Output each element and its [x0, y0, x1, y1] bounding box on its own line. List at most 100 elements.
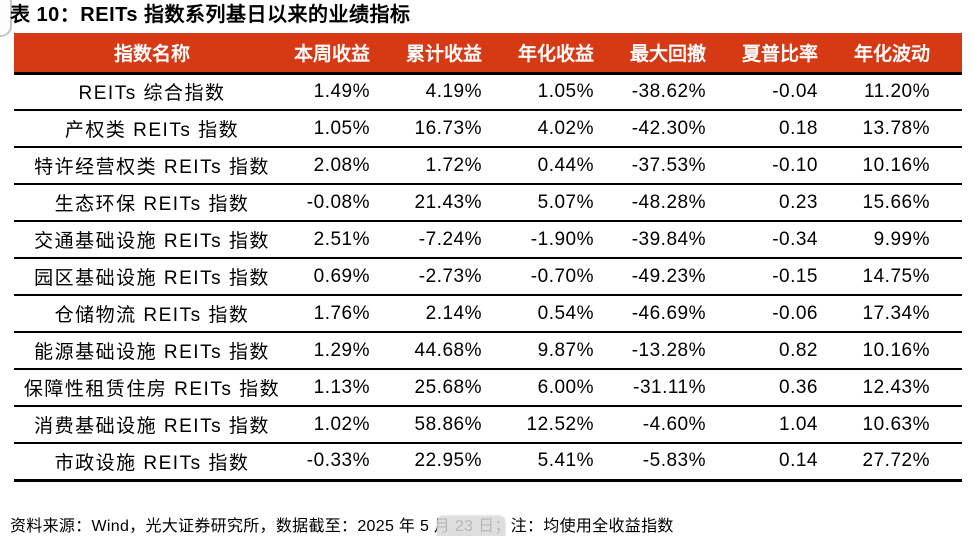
metric-value-cell: 1.05% — [290, 110, 402, 148]
metric-value-cell: 12.52% — [514, 406, 626, 444]
index-name-cell: 仓储物流 REITs 指数 — [14, 295, 290, 333]
metric-value-cell: 0.18 — [738, 110, 850, 148]
metric-value-cell: 58.86% — [402, 406, 514, 444]
column-header: 指数名称 — [14, 33, 290, 75]
table-row: 交通基础设施 REITs 指数 2.51% -7.24% -1.90% -39.84% -… — [14, 221, 962, 259]
metric-value-cell: 14.75% — [850, 258, 962, 296]
metric-value-cell: 9.87% — [514, 332, 626, 370]
metric-value-cell: -0.34 — [738, 221, 850, 259]
metric-value-cell: 5.41% — [514, 443, 626, 482]
index-name-cell: 特许经营权类 REITs 指数 — [14, 147, 290, 185]
metric-value-cell: 21.43% — [402, 184, 514, 222]
metric-value-cell: -0.15 — [738, 258, 850, 296]
metric-value-cell: -42.30% — [626, 110, 738, 148]
table-header-row: 指数名称 本周收益 累计收益 年化收益 最大回撤 夏普比率 年化波动 — [14, 33, 962, 75]
metric-value-cell: 13.78% — [850, 110, 962, 148]
metric-value-cell: 0.44% — [514, 147, 626, 185]
table-row: 消费基础设施 REITs 指数 1.02% 58.86% 12.52% -4.60% 1.… — [14, 406, 962, 444]
index-name-cell: REITs 综合指数 — [14, 73, 290, 111]
metric-value-cell: -0.06 — [738, 295, 850, 333]
metric-value-cell: -38.62% — [626, 73, 738, 111]
index-name-cell: 市政设施 REITs 指数 — [14, 443, 290, 482]
metric-value-cell: -0.70% — [514, 258, 626, 296]
metric-value-cell: -0.10 — [738, 147, 850, 185]
metric-value-cell: -7.24% — [402, 221, 514, 259]
metric-value-cell: 10.16% — [850, 147, 962, 185]
metric-value-cell: -48.28% — [626, 184, 738, 222]
metric-value-cell: 1.02% — [290, 406, 402, 444]
metric-value-cell: -4.60% — [626, 406, 738, 444]
table-row: 产权类 REITs 指数 1.05% 16.73% 4.02% -42.30% 0.18 1… — [14, 110, 962, 148]
metric-value-cell: 6.00% — [514, 369, 626, 407]
column-header: 夏普比率 — [738, 33, 850, 75]
table-row: 特许经营权类 REITs 指数 2.08% 1.72% 0.44% -37.53% -0.… — [14, 147, 962, 185]
metric-value-cell: 1.04 — [738, 406, 850, 444]
metric-value-cell: 0.82 — [738, 332, 850, 370]
column-header: 年化波动 — [850, 33, 962, 75]
table-row: 市政设施 REITs 指数 -0.33% 22.95% 5.41% -5.83% 0.14… — [14, 443, 962, 482]
metric-value-cell: 44.68% — [402, 332, 514, 370]
metric-value-cell: 0.23 — [738, 184, 850, 222]
column-header: 年化收益 — [514, 33, 626, 75]
metric-value-cell: 0.69% — [290, 258, 402, 296]
metric-value-cell: 2.14% — [402, 295, 514, 333]
source-note: 资料来源：Wind，光大证券研究所，数据截至：2025 年 5 月 23 日；注… — [10, 518, 674, 535]
metric-value-cell: 0.14 — [738, 443, 850, 482]
metric-value-cell: 16.73% — [402, 110, 514, 148]
metric-value-cell: 25.68% — [402, 369, 514, 407]
metric-value-cell: 10.16% — [850, 332, 962, 370]
index-name-cell: 保障性租赁住房 REITs 指数 — [14, 369, 290, 407]
table-row: REITs 综合指数 1.49% 4.19% 1.05% -38.62% -0.04 11.… — [14, 73, 962, 111]
metric-value-cell: 4.19% — [402, 73, 514, 111]
table-row: 生态环保 REITs 指数 -0.08% 21.43% 5.07% -48.28% 0.2… — [14, 184, 962, 222]
metric-value-cell: 2.08% — [290, 147, 402, 185]
metric-value-cell: 1.29% — [290, 332, 402, 370]
table-row: 保障性租赁住房 REITs 指数 1.13% 25.68% 6.00% -31.11% 0… — [14, 369, 962, 407]
metric-value-cell: 10.63% — [850, 406, 962, 444]
metric-value-cell: 15.66% — [850, 184, 962, 222]
metric-value-cell: -0.04 — [738, 73, 850, 111]
table-row: 园区基础设施 REITs 指数 0.69% -2.73% -0.70% -49.23% -… — [14, 258, 962, 296]
metric-value-cell: 1.13% — [290, 369, 402, 407]
column-header: 本周收益 — [290, 33, 402, 75]
metric-value-cell: 1.72% — [402, 147, 514, 185]
metric-value-cell: -0.33% — [290, 443, 402, 482]
reits-performance-table: 指数名称 本周收益 累计收益 年化收益 最大回撤 夏普比率 年化波动 REITs 综合指数 1… — [14, 33, 962, 482]
metric-value-cell: 22.95% — [402, 443, 514, 482]
metric-value-cell: -5.83% — [626, 443, 738, 482]
metric-value-cell: 1.49% — [290, 73, 402, 111]
index-name-cell: 园区基础设施 REITs 指数 — [14, 258, 290, 296]
metric-value-cell: 9.99% — [850, 221, 962, 259]
metric-value-cell: -37.53% — [626, 147, 738, 185]
index-name-cell: 产权类 REITs 指数 — [14, 110, 290, 148]
overlay-box-artifact — [437, 516, 505, 536]
metric-value-cell: -39.84% — [626, 221, 738, 259]
metric-value-cell: 4.02% — [514, 110, 626, 148]
metric-value-cell: 12.43% — [850, 369, 962, 407]
metric-value-cell: -49.23% — [626, 258, 738, 296]
index-name-cell: 生态环保 REITs 指数 — [14, 184, 290, 222]
metric-value-cell: 17.34% — [850, 295, 962, 333]
index-name-cell: 交通基础设施 REITs 指数 — [14, 221, 290, 259]
metric-value-cell: 5.07% — [514, 184, 626, 222]
metric-value-cell: -2.73% — [402, 258, 514, 296]
column-header: 累计收益 — [402, 33, 514, 75]
metric-value-cell: 2.51% — [290, 221, 402, 259]
metric-value-cell: -46.69% — [626, 295, 738, 333]
metric-value-cell: 11.20% — [850, 73, 962, 111]
table-row: 能源基础设施 REITs 指数 1.29% 44.68% 9.87% -13.28% 0.… — [14, 332, 962, 370]
metric-value-cell: -31.11% — [626, 369, 738, 407]
table-title: 表 10：REITs 指数系列基日以来的业绩指标 — [10, 4, 411, 26]
metric-value-cell: -0.08% — [290, 184, 402, 222]
table-row: 仓储物流 REITs 指数 1.76% 2.14% 0.54% -46.69% -0.06… — [14, 295, 962, 333]
index-name-cell: 能源基础设施 REITs 指数 — [14, 332, 290, 370]
metric-value-cell: 27.72% — [850, 443, 962, 482]
metric-value-cell: -1.90% — [514, 221, 626, 259]
index-name-cell: 消费基础设施 REITs 指数 — [14, 406, 290, 444]
column-header: 最大回撤 — [626, 33, 738, 75]
metric-value-cell: 0.36 — [738, 369, 850, 407]
metric-value-cell: 1.76% — [290, 295, 402, 333]
metric-value-cell: 1.05% — [514, 73, 626, 111]
metric-value-cell: -13.28% — [626, 332, 738, 370]
